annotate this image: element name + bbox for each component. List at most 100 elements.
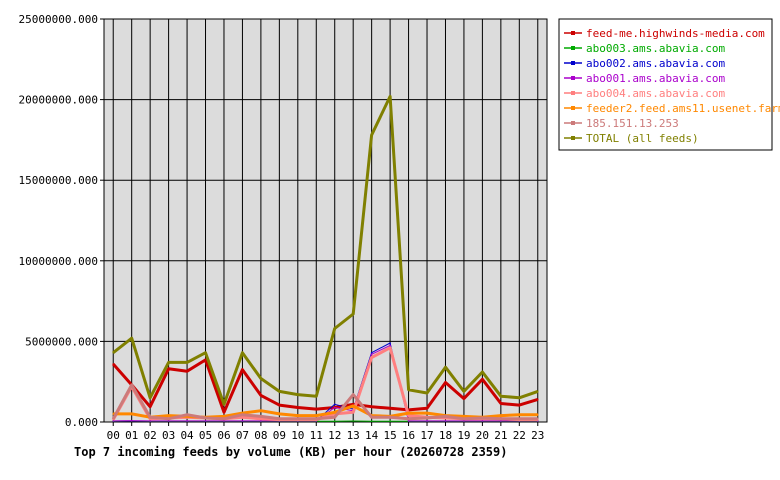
legend-marker (571, 76, 575, 80)
data-point (481, 371, 484, 373)
data-point (426, 412, 428, 414)
x-tick-label: 15 (383, 429, 396, 442)
y-axis: 0.000 5000000.000 10000000.000 15000000.000… (19, 13, 104, 429)
data-point (500, 417, 502, 420)
data-point (167, 417, 170, 420)
data-point (333, 406, 336, 409)
x-tick-label: 11 (310, 429, 323, 442)
data-point (241, 351, 244, 354)
x-tick-label: 10 (291, 429, 304, 442)
data-point (407, 388, 410, 391)
data-point (112, 363, 115, 365)
data-point (444, 366, 447, 368)
data-point (389, 347, 391, 349)
data-point (536, 390, 539, 393)
data-point (407, 414, 410, 417)
data-point (389, 342, 391, 344)
data-point (389, 95, 391, 98)
x-tick-label: 22 (513, 429, 526, 442)
data-point (130, 419, 133, 422)
data-point (260, 394, 262, 397)
x-tick-label: 07 (236, 429, 249, 442)
data-point (260, 415, 262, 418)
legend-marker (571, 121, 575, 125)
data-point (481, 378, 484, 381)
y-tick-label: 0.000 (65, 416, 98, 429)
data-point (536, 417, 539, 420)
data-point (130, 413, 133, 415)
data-point (333, 420, 336, 422)
plot-area (103, 18, 548, 423)
data-point (315, 417, 318, 420)
x-tick-label: 17 (420, 429, 433, 442)
data-point (370, 353, 373, 356)
data-point (444, 381, 447, 384)
series-line (112, 94, 539, 406)
data-point (278, 404, 281, 406)
legend-label: abo002.ams.abavia.com (586, 57, 725, 70)
x-tick-label: 21 (494, 429, 507, 442)
x-tick-label: 04 (180, 429, 194, 442)
data-point (186, 413, 188, 416)
data-point (186, 420, 188, 422)
x-tick-label: 02 (144, 429, 157, 442)
legend-box (558, 18, 773, 151)
legend-label: feed-me.highwinds-media.com (586, 27, 765, 40)
data-point (426, 407, 428, 410)
data-point (241, 368, 244, 371)
data-point (186, 361, 188, 364)
data-point (223, 417, 225, 420)
data-point (149, 416, 151, 418)
data-point (352, 313, 354, 315)
data-point (500, 414, 502, 417)
data-point (352, 393, 354, 396)
data-point (149, 397, 151, 399)
data-point (407, 412, 410, 414)
data-point (463, 390, 465, 393)
data-point (297, 393, 299, 396)
x-tick-label: 19 (457, 429, 470, 442)
y-tick-label: 5000000.000 (25, 335, 98, 348)
data-point (130, 384, 133, 386)
data-point (112, 417, 115, 420)
data-point (167, 361, 170, 364)
legend: feed-me.highwinds-media.com abo003.ams.ab… (558, 18, 780, 151)
data-point (370, 416, 373, 418)
data-point (481, 420, 484, 422)
data-point (426, 392, 428, 394)
data-point (333, 403, 336, 406)
data-point (407, 417, 410, 420)
data-point (389, 344, 391, 347)
x-tick-label: 01 (125, 429, 138, 442)
data-point (204, 417, 207, 419)
data-point (260, 420, 262, 422)
x-tick-label: 09 (273, 429, 286, 442)
data-point (536, 398, 539, 401)
data-point (112, 420, 115, 422)
data-point (278, 413, 281, 415)
data-point (278, 390, 281, 393)
x-tick-label: 12 (328, 429, 341, 442)
data-point (370, 356, 373, 359)
data-point (463, 415, 465, 418)
data-point (426, 417, 428, 419)
x-tick-label: 05 (199, 429, 212, 442)
data-point (389, 416, 391, 418)
legend-label: 185.151.13.253 (586, 117, 679, 130)
data-point (167, 420, 170, 422)
grid-lines (104, 18, 547, 423)
data-point (481, 417, 484, 419)
data-point (260, 377, 262, 380)
y-tick-label: 20000000.000 (19, 94, 98, 107)
data-point (167, 414, 170, 417)
x-tick-label: 00 (107, 429, 120, 442)
data-point (500, 420, 502, 422)
data-point (241, 420, 244, 422)
data-point (204, 420, 207, 422)
data-point (223, 420, 225, 422)
data-point (223, 411, 225, 414)
legend-label: TOTAL (all feeds) (586, 132, 699, 145)
data-point (370, 405, 373, 408)
data-point (463, 397, 465, 400)
